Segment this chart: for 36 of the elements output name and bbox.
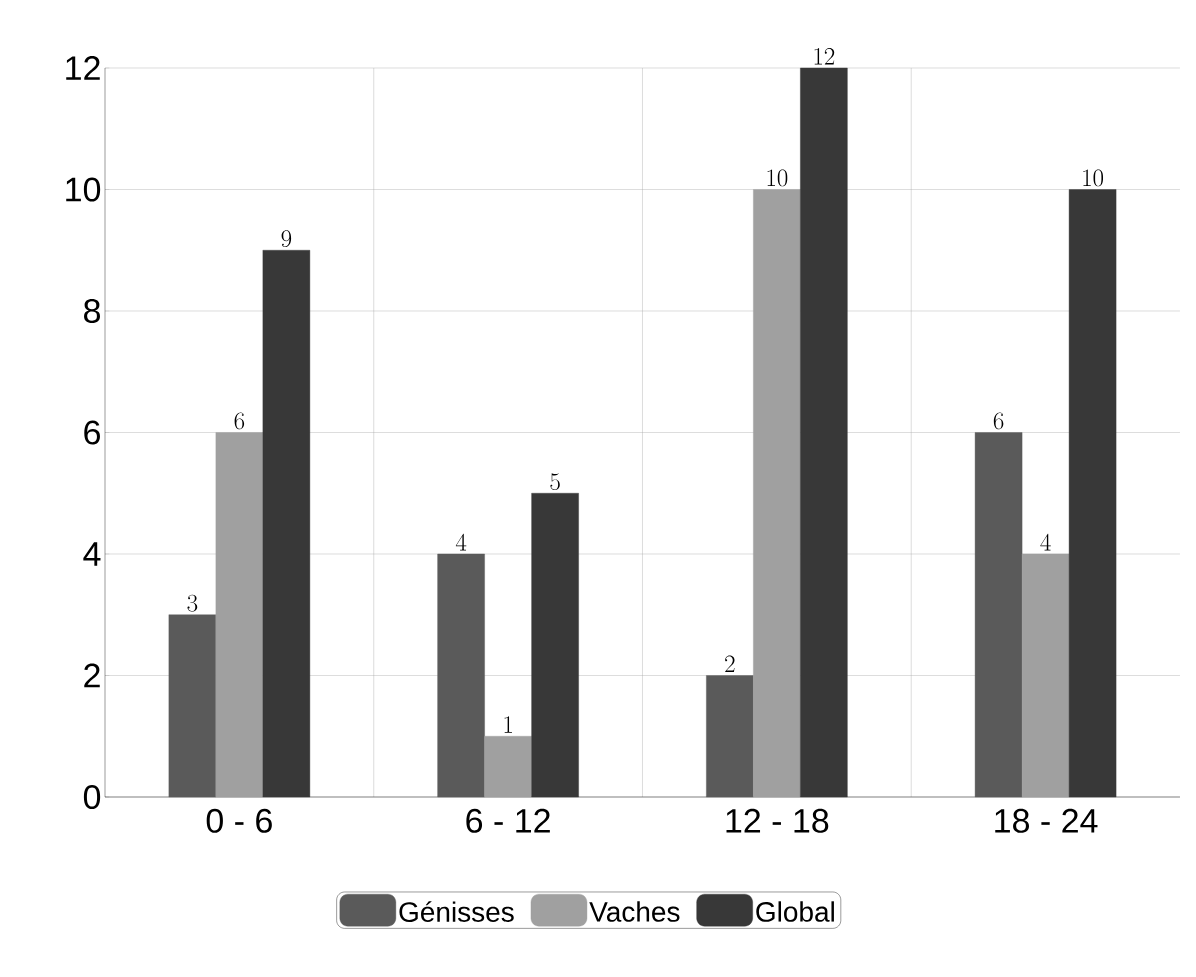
x-tick-label: 0 - 6: [206, 808, 272, 833]
x-tick-label: 6 - 12: [466, 808, 550, 833]
bar: [168, 614, 217, 798]
data-label: 10: [767, 169, 788, 187]
x-tick-label: 18 - 24: [995, 808, 1098, 833]
data-label: 9: [281, 230, 292, 248]
bar: [437, 553, 485, 798]
data-label: 4: [1040, 533, 1051, 551]
data-label: 4: [455, 533, 467, 551]
bar: [1068, 189, 1117, 798]
legend-label: Vaches: [589, 901, 680, 922]
bar: [706, 675, 754, 798]
bar: [800, 67, 848, 798]
y-tick-label: 2: [84, 663, 100, 688]
legend-label: Global: [756, 901, 834, 922]
data-label: 3: [187, 594, 198, 612]
x-tick-label: 12 - 18: [726, 808, 829, 833]
data-label: 1: [504, 716, 512, 733]
data-label: 5: [550, 473, 560, 491]
legend-label: Génisses: [399, 901, 514, 922]
bar: [974, 432, 1023, 798]
data-label: 2: [725, 655, 735, 672]
y-tick-label: 10: [66, 177, 101, 202]
data-label: 10: [1083, 169, 1104, 187]
bar: [1021, 553, 1070, 798]
bar: [531, 493, 579, 798]
data-label: 6: [993, 412, 1004, 430]
y-tick-label: 8: [84, 298, 100, 324]
y-tick-label: 12: [66, 56, 100, 80]
y-tick-label: 4: [83, 542, 101, 566]
bar: [262, 250, 311, 798]
y-tick-label: 6: [84, 420, 100, 445]
data-label: 6: [234, 412, 245, 430]
bar: [484, 736, 532, 798]
y-tick-label: 0: [83, 784, 101, 810]
data-label: 12: [814, 48, 835, 65]
